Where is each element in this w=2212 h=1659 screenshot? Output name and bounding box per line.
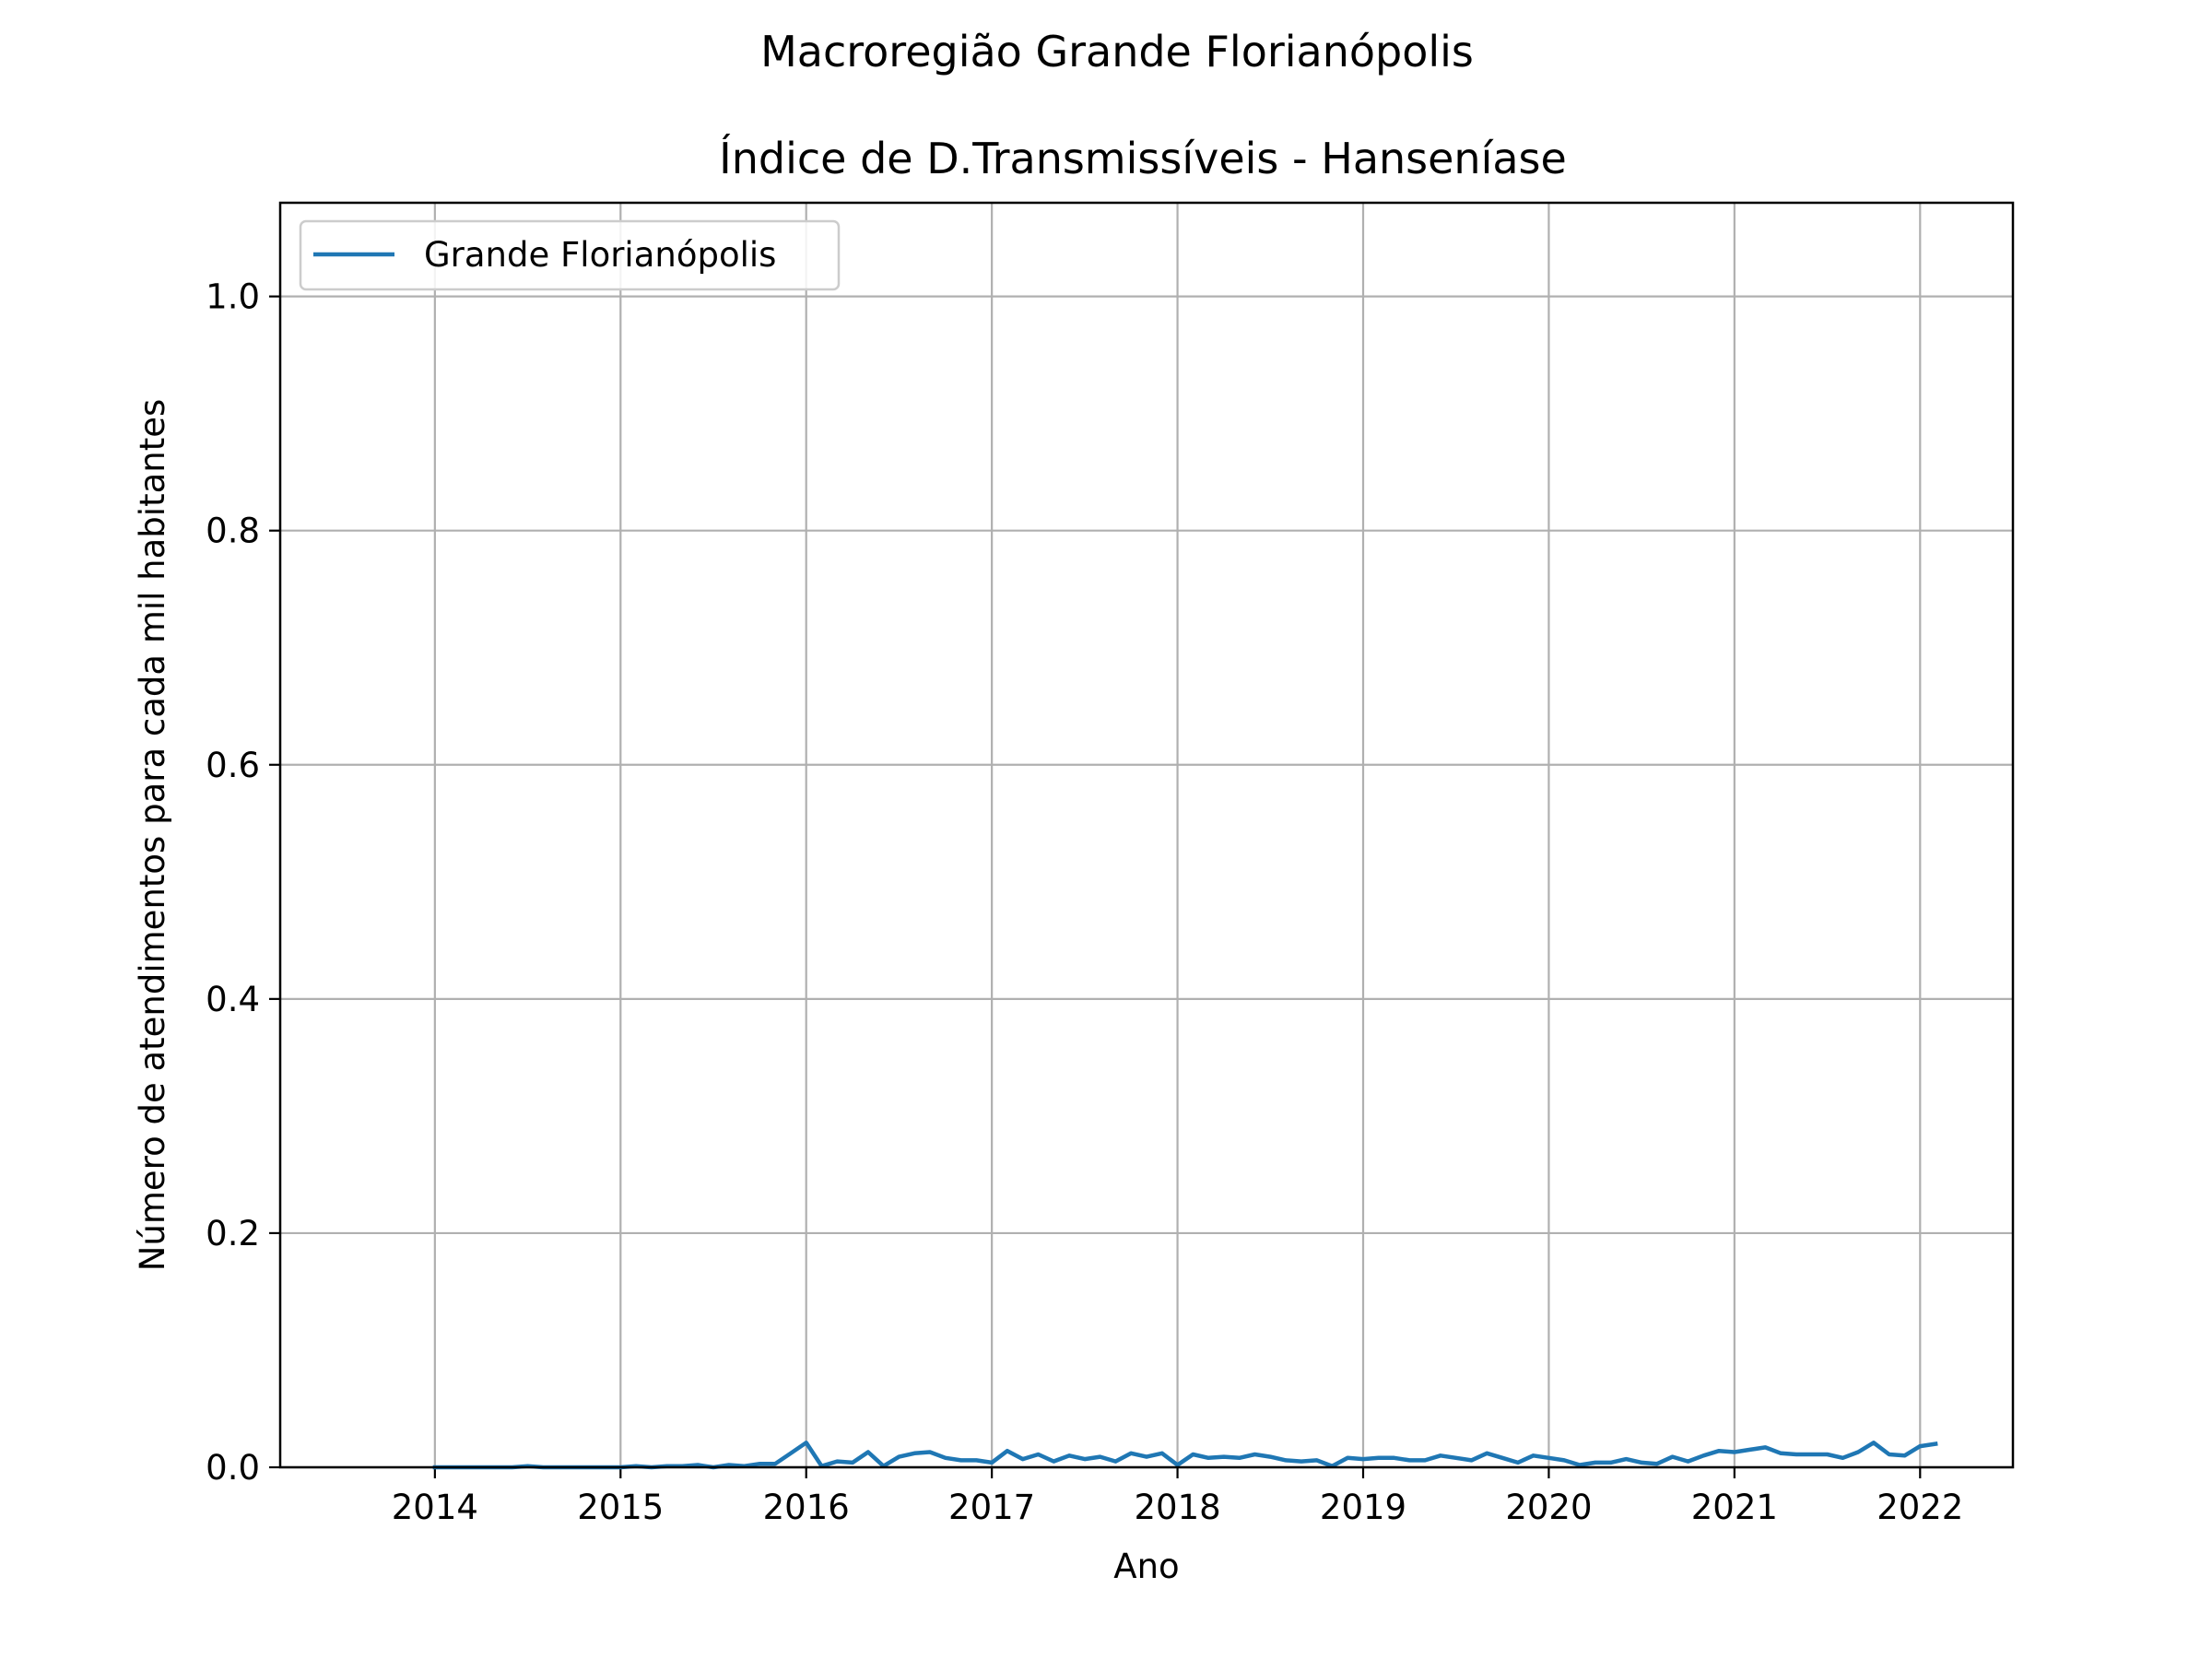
legend-entry-label: Grande Florianópolis	[424, 235, 776, 275]
x-tick-label: 2021	[1691, 1488, 1778, 1527]
chart-suptitle: Macroregião Grande Florianópolis	[760, 27, 1474, 76]
y-tick-label: 0.8	[206, 512, 260, 551]
legend: Grande Florianópolis	[299, 219, 841, 291]
x-tick-label: 2019	[1320, 1488, 1406, 1527]
y-axis-label: Número de atendimentos para cada mil hab…	[133, 399, 172, 1272]
plot-frame	[278, 201, 2015, 1469]
x-tick-label: 2020	[1505, 1488, 1592, 1527]
x-tick-label: 2018	[1134, 1488, 1220, 1527]
axis-ticks: 2014 2015 2016 2017 2018 2019 2020 2021 2022 0.0 0…	[206, 277, 1963, 1527]
x-tick-label: 2014	[392, 1488, 478, 1527]
x-tick-label: 2022	[1877, 1488, 1963, 1527]
x-tick-label: 2015	[577, 1488, 664, 1527]
legend-box	[299, 219, 841, 291]
y-tick-label: 0.4	[206, 980, 260, 1019]
y-tick-label: 1.0	[206, 277, 260, 317]
y-tick-label: 0.0	[206, 1448, 260, 1488]
x-tick-label: 2016	[763, 1488, 850, 1527]
x-tick-label: 2017	[948, 1488, 1035, 1527]
y-tick-label: 0.2	[206, 1214, 260, 1253]
chart-title: Índice de D.Transmissíveis - Hanseníase	[719, 134, 1567, 183]
y-tick-label: 0.6	[206, 746, 260, 785]
x-axis-label: Ano	[1113, 1547, 1179, 1586]
series-line-grande-florianopolis	[432, 1441, 1938, 1470]
